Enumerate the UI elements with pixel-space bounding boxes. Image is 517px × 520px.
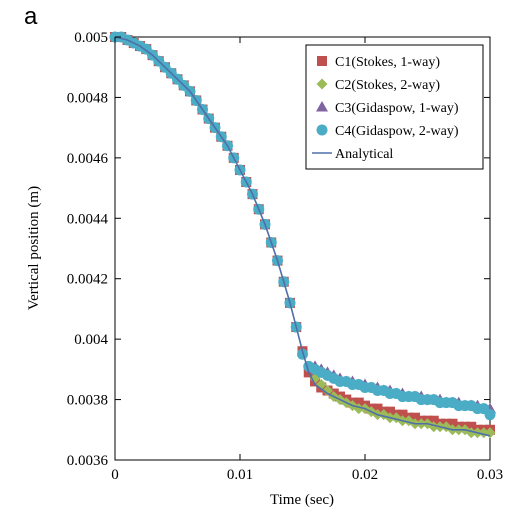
x-tick-label: 0 [111,467,119,483]
legend-label: Analytical [335,147,393,162]
data-point [297,348,308,360]
y-tick-label: 0.005 [74,30,108,46]
data-point [322,385,333,397]
data-point [466,421,477,432]
data-point [484,409,496,421]
y-tick-label: 0.0038 [67,393,108,409]
x-axis: 0 0.01 0.02 0.03 [111,37,503,483]
y-axis-title: Vertical position (m) [26,186,42,310]
data-point [372,403,383,414]
data-point [428,415,439,426]
legend-label: C1(Stokes, 1-way) [335,55,440,70]
data-point [410,412,420,423]
legend: C1(Stokes, 1-way) C2(Stokes, 2-way) C3(Gid… [305,44,484,170]
legend-swatch [316,124,328,136]
legend-label: C2(Stokes, 2-way) [335,78,440,93]
analytical-line [114,36,491,437]
legend-box [305,44,484,170]
y-tick-label: 0.0036 [67,453,109,469]
y-tick-label: 0.0042 [67,272,108,288]
data-point [397,409,408,420]
legend-swatch [317,56,327,66]
legend-swatch [316,101,328,112]
x-tick-label: 0.01 [227,467,253,483]
y-axis: 0.0036 0.0038 0.004 0.0042 0.0044 0.0046 0.004… [67,30,490,469]
legend-swatch [316,78,328,90]
x-axis-title: Time (sec) [270,492,334,508]
y-tick-label: 0.0044 [67,211,109,227]
y-tick-label: 0.0046 [67,151,109,167]
series-5 [114,36,491,437]
data-point [385,406,395,417]
data-point [353,397,364,408]
legend-label: C3(Gidaspow, 1-way) [335,101,459,116]
series-layer [109,31,496,439]
y-tick-label: 0.0048 [67,90,108,106]
y-tick-label: 0.004 [74,332,108,348]
legend-label: C4(Gidaspow, 2-way) [335,124,459,139]
data-point [447,418,458,429]
x-tick-label: 0.02 [352,467,378,483]
panel-label: a [24,3,38,30]
x-tick-label: 0.03 [477,467,503,483]
